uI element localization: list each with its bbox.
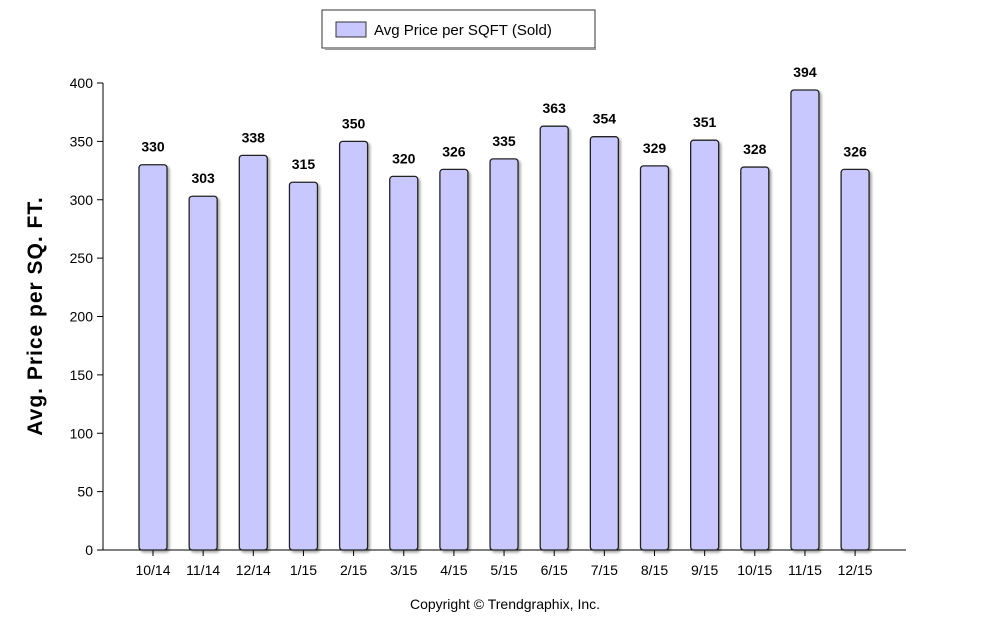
x-tick-label: 6/15 bbox=[541, 562, 568, 578]
bars-group bbox=[138, 89, 870, 551]
y-tick-label: 100 bbox=[70, 425, 94, 441]
x-tick-label: 11/14 bbox=[186, 562, 220, 578]
data-label: 315 bbox=[292, 156, 316, 172]
bar bbox=[489, 158, 519, 551]
bar bbox=[589, 136, 619, 551]
x-axis-ticks: 10/14 11/14 12/14 1/15 2/15 3/15 4/15 5/15 6/15 7… bbox=[135, 550, 873, 578]
x-tick-label: 12/14 bbox=[236, 562, 271, 578]
legend-box bbox=[321, 9, 596, 49]
data-label: 326 bbox=[843, 143, 867, 159]
data-label: 394 bbox=[793, 64, 817, 80]
data-label: 303 bbox=[191, 170, 215, 186]
legend: Avg Price per SQFT (Sold) bbox=[321, 9, 596, 50]
y-tick-label: 250 bbox=[70, 250, 94, 266]
data-label: 363 bbox=[543, 100, 567, 116]
bar bbox=[840, 168, 870, 551]
data-label: 320 bbox=[392, 150, 416, 166]
bar bbox=[690, 139, 720, 551]
bar bbox=[639, 165, 670, 551]
x-tick-label: 7/15 bbox=[591, 562, 618, 578]
x-tick-label: 3/15 bbox=[390, 562, 417, 578]
bar bbox=[138, 164, 168, 551]
y-axis-ticks: 0 50 100 150 200 250 300 350 400 bbox=[70, 75, 103, 558]
x-tick-label: 1/15 bbox=[290, 562, 317, 578]
bar bbox=[238, 154, 268, 551]
x-tick-label: 9/15 bbox=[691, 562, 718, 578]
legend-label: Avg Price per SQFT (Sold) bbox=[374, 22, 552, 39]
data-label: 351 bbox=[693, 114, 717, 130]
data-label: 330 bbox=[141, 139, 165, 155]
x-tick-label: 10/15 bbox=[737, 562, 772, 578]
y-tick-label: 400 bbox=[70, 75, 94, 91]
y-tick-label: 150 bbox=[70, 367, 94, 383]
data-label: 329 bbox=[643, 140, 667, 156]
x-tick-label: 11/15 bbox=[788, 562, 822, 578]
y-tick-label: 350 bbox=[70, 133, 94, 149]
x-tick-label: 8/15 bbox=[641, 562, 668, 578]
bar bbox=[439, 168, 469, 551]
y-tick-label: 200 bbox=[70, 309, 94, 325]
y-tick-label: 50 bbox=[77, 484, 93, 500]
data-label: 335 bbox=[492, 133, 516, 149]
bar bbox=[389, 175, 419, 551]
copyright-text: Copyright © Trendgraphix, Inc. bbox=[410, 596, 600, 612]
x-tick-label: 12/15 bbox=[838, 562, 873, 578]
legend-swatch bbox=[335, 21, 367, 38]
legend-shadow bbox=[325, 48, 596, 50]
data-label: 326 bbox=[442, 143, 466, 159]
y-tick-label: 0 bbox=[85, 542, 93, 558]
bar bbox=[188, 195, 218, 551]
x-tick-label: 2/15 bbox=[340, 562, 367, 578]
data-label: 338 bbox=[242, 129, 266, 145]
y-axis-title: Avg. Price per SQ. FT. bbox=[24, 196, 47, 435]
bar bbox=[539, 125, 569, 551]
x-tick-label: 4/15 bbox=[440, 562, 467, 578]
bar bbox=[790, 89, 820, 551]
x-tick-label: 10/14 bbox=[135, 562, 170, 578]
data-labels-group: 330 303 338 315 350 320 326 335 363 354 329 351 328 3… bbox=[141, 64, 867, 186]
data-label: 328 bbox=[743, 141, 767, 157]
bar bbox=[288, 181, 319, 551]
bar bbox=[338, 140, 369, 551]
y-tick-label: 300 bbox=[70, 192, 94, 208]
data-label: 350 bbox=[342, 115, 366, 131]
bar bbox=[740, 166, 770, 551]
x-tick-label: 5/15 bbox=[490, 562, 517, 578]
data-label: 354 bbox=[593, 111, 617, 127]
